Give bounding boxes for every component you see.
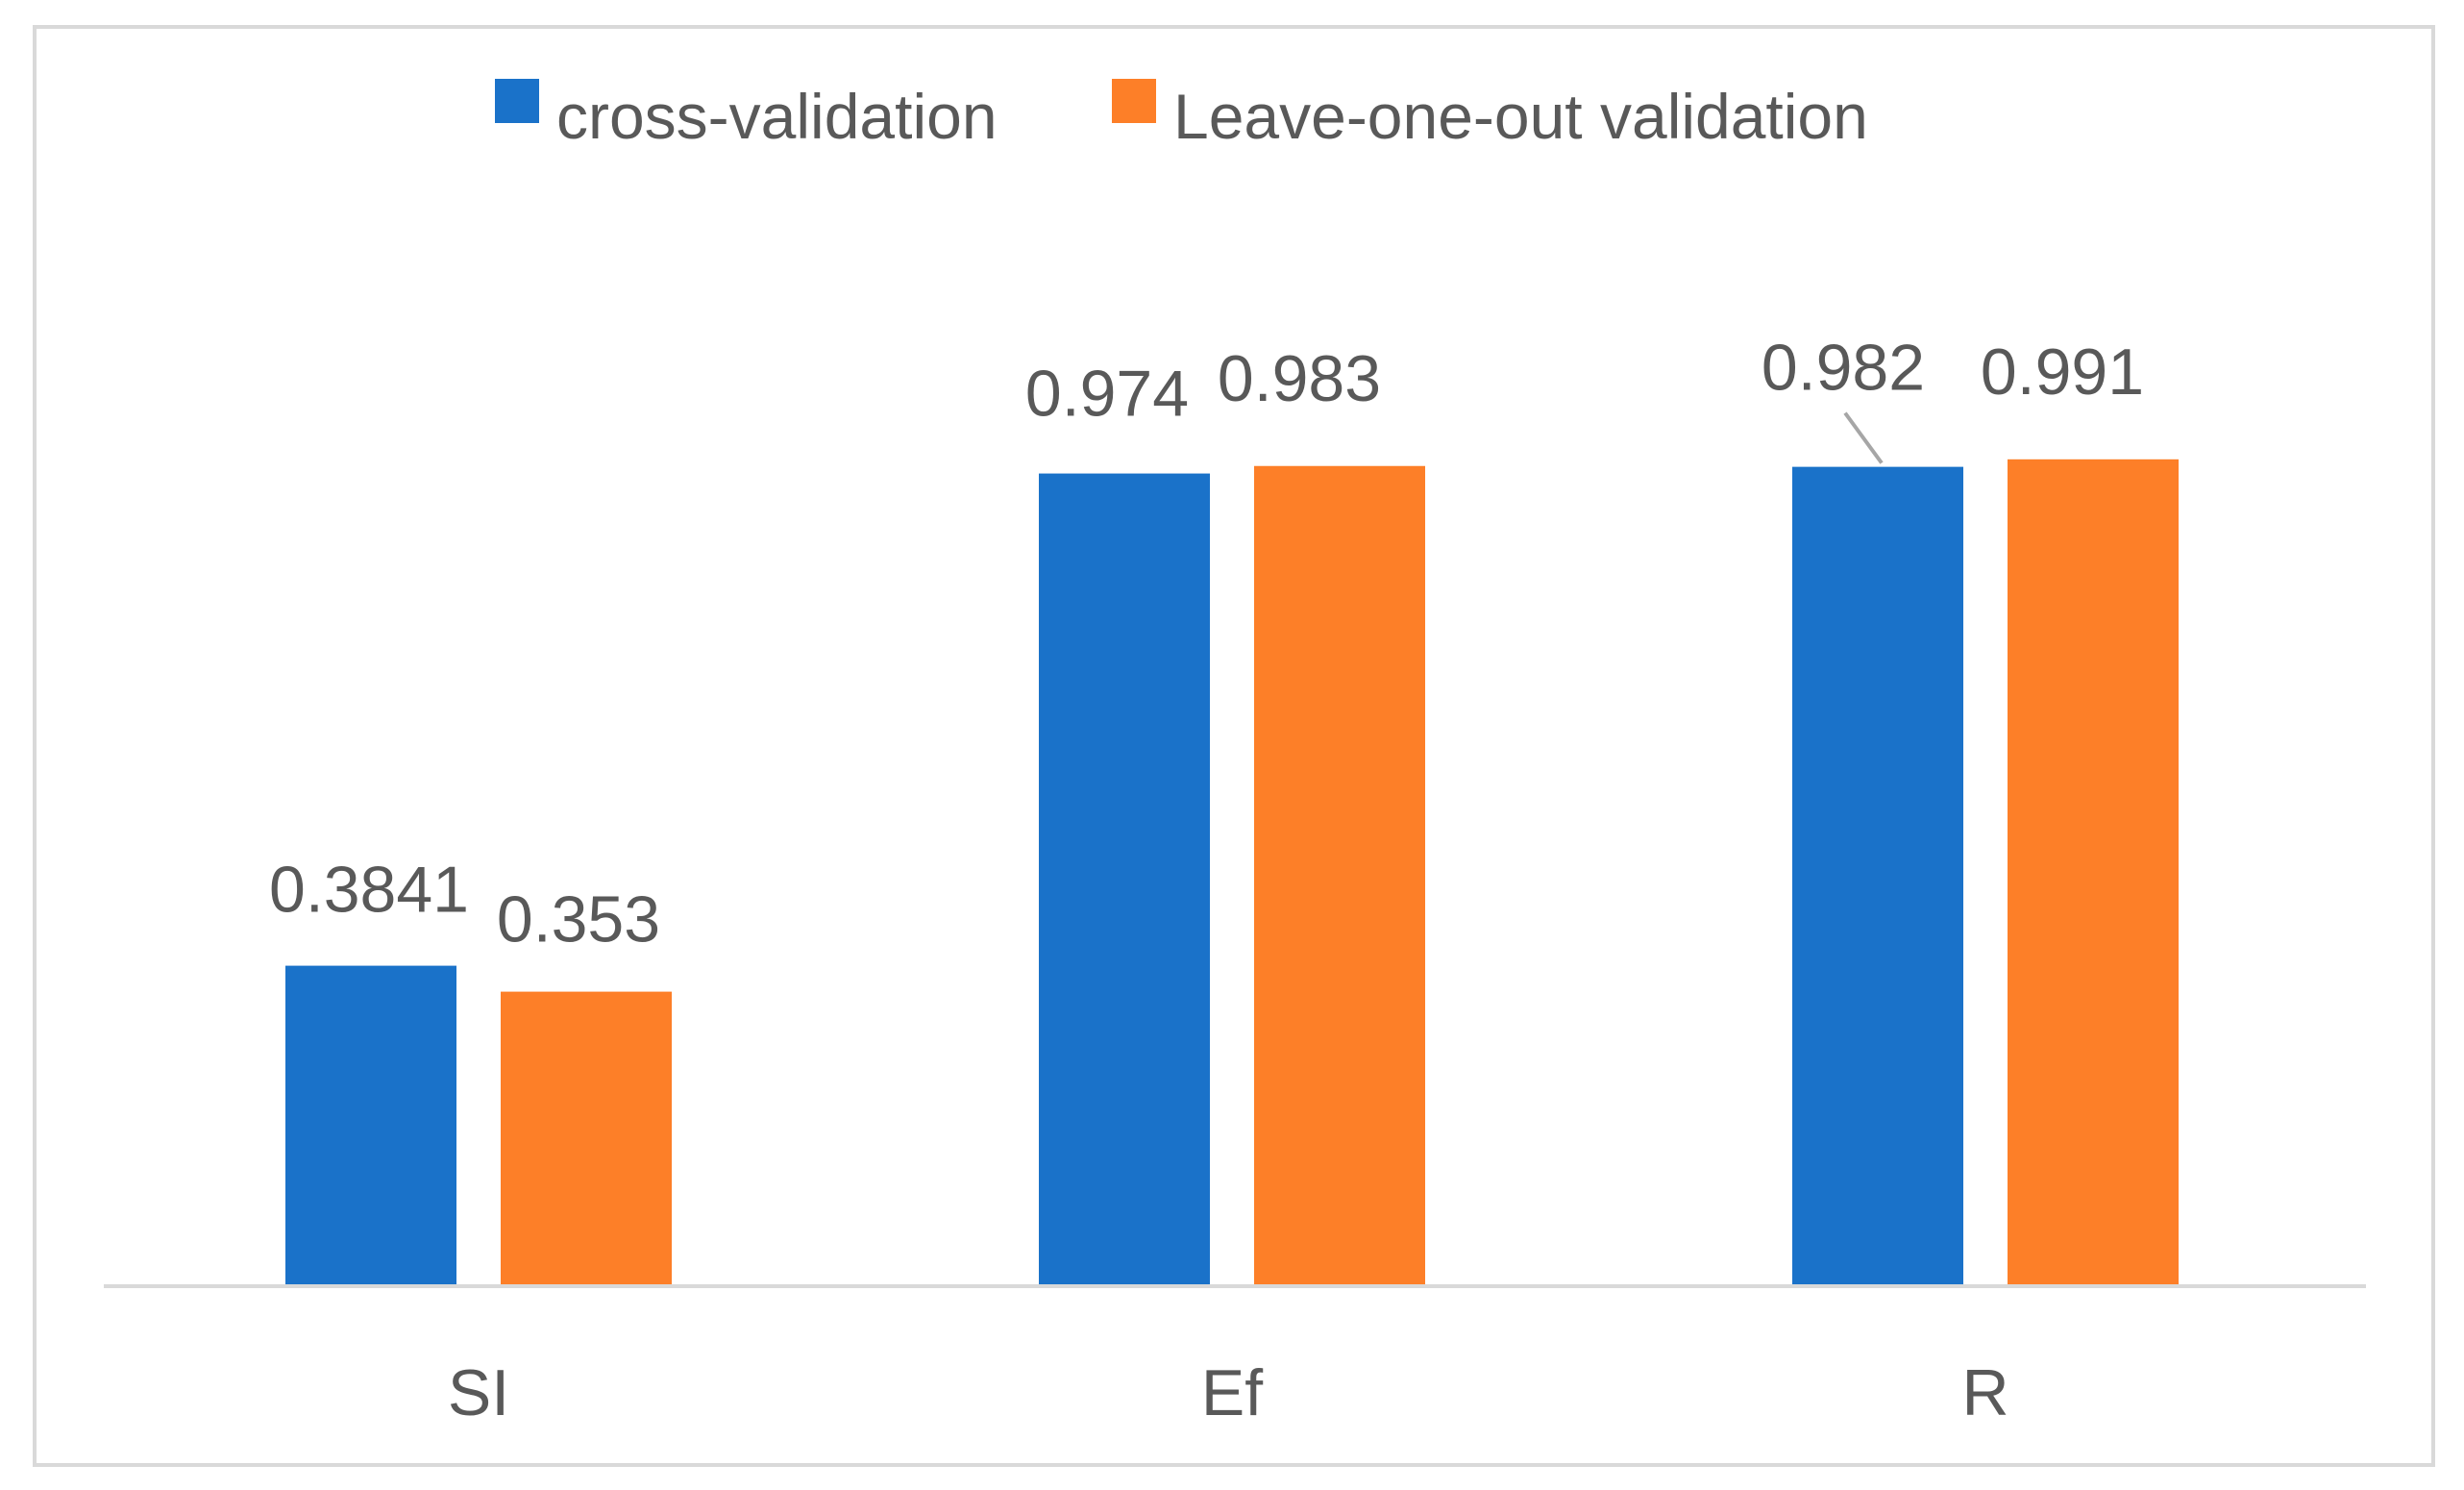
bar-leave-one-out-validation-r bbox=[2008, 459, 2179, 1286]
data-label-leave-one-out-validation-ef: 0.983 bbox=[1218, 342, 1381, 415]
bar-leave-one-out-validation-ef bbox=[1254, 465, 1425, 1287]
legend-label-cross-validation: cross-validation bbox=[556, 81, 998, 152]
bar-cross-validation-si bbox=[285, 965, 456, 1286]
data-label-leave-one-out-validation-si: 0.353 bbox=[497, 883, 660, 956]
data-label-cross-validation-r: 0.982 bbox=[1762, 332, 1925, 405]
legend: cross-validation Leave-one-out validation bbox=[495, 79, 1868, 152]
legend-swatch-cross-validation bbox=[495, 79, 539, 123]
tick-label-r: R bbox=[1961, 1356, 2008, 1429]
data-label-cross-validation-si: 0.3841 bbox=[269, 854, 469, 927]
tick-label-ef: Ef bbox=[1201, 1356, 1263, 1429]
data-labels: 0.3841 0.974 0.982 0.353 0.983 0.991 bbox=[269, 332, 2144, 956]
data-label-cross-validation-ef: 0.974 bbox=[1025, 358, 1189, 431]
legend-label-leave-one-out-validation: Leave-one-out validation bbox=[1173, 81, 1868, 152]
bars bbox=[285, 459, 2179, 1287]
legend-swatch-leave-one-out-validation bbox=[1112, 79, 1156, 123]
bar-leave-one-out-validation-si bbox=[501, 991, 672, 1286]
bar-cross-validation-ef bbox=[1039, 473, 1210, 1286]
bar-cross-validation-r bbox=[1792, 466, 1963, 1286]
leader-line-cross-validation-r bbox=[1843, 411, 1884, 464]
tick-label-si: SI bbox=[448, 1356, 509, 1429]
x-axis: SI Ef R bbox=[104, 1284, 2366, 1429]
data-label-leave-one-out-validation-r: 0.991 bbox=[1981, 335, 2144, 409]
